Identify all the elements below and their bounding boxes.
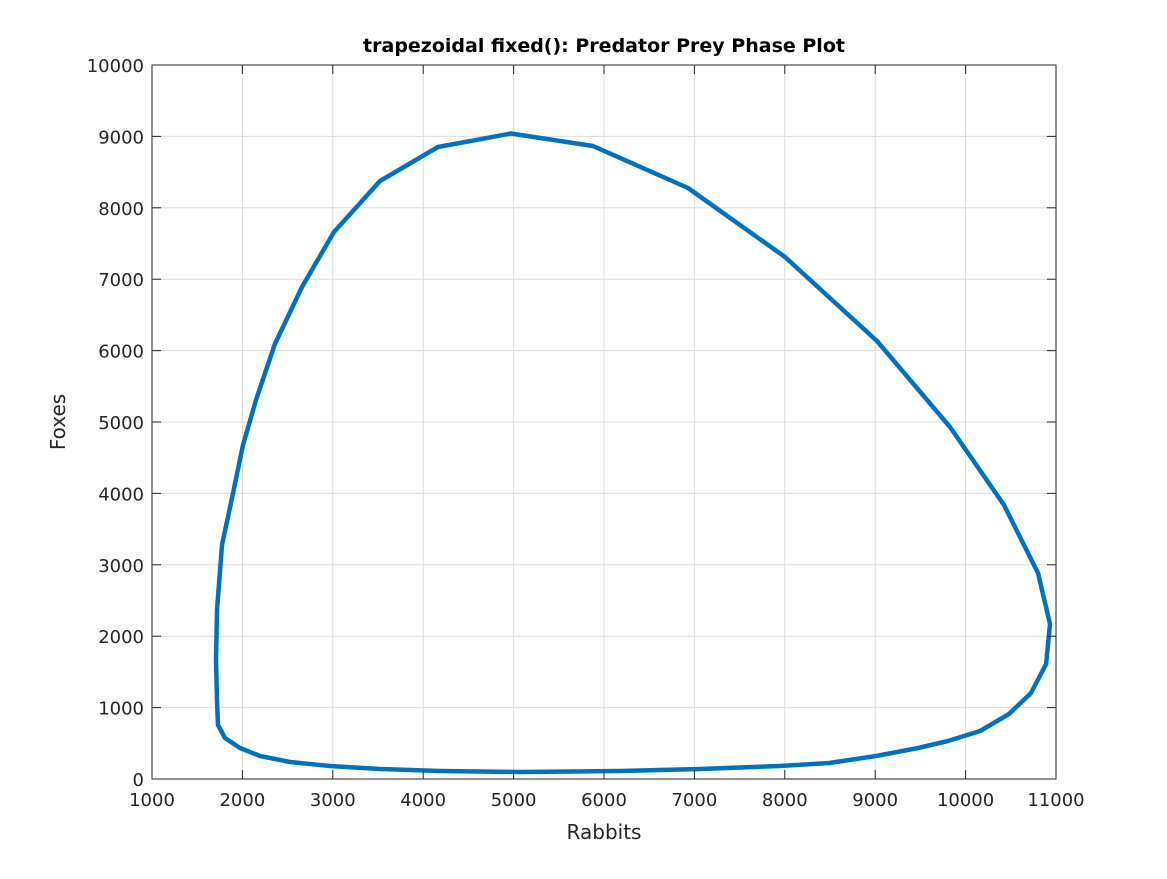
phase-trajectory-line xyxy=(213,131,1053,775)
x-tick-label: 2000 xyxy=(219,790,265,811)
y-tick-label: 3000 xyxy=(98,556,144,577)
y-tick-label: 9000 xyxy=(98,127,144,148)
y-tick-label: 10000 xyxy=(87,56,144,77)
y-tick-label: 6000 xyxy=(98,342,144,363)
x-tick-label: 3000 xyxy=(310,790,356,811)
y-tick-label: 1000 xyxy=(98,699,144,720)
chart-title: trapezoidal fixed(): Predator Prey Phase… xyxy=(363,35,845,57)
series-group xyxy=(213,131,1053,775)
x-tick-label: 6000 xyxy=(581,790,627,811)
y-tick-label: 4000 xyxy=(98,484,144,505)
y-tick-label: 0 xyxy=(133,770,144,791)
x-tick-label: 7000 xyxy=(671,790,717,811)
x-axis-label: Rabbits xyxy=(567,820,642,844)
y-tick-label: 5000 xyxy=(98,413,144,434)
x-tick-label: 4000 xyxy=(400,790,446,811)
x-tick-label: 10000 xyxy=(937,790,994,811)
x-tick-label: 8000 xyxy=(762,790,808,811)
x-tick-label: 1000 xyxy=(129,790,175,811)
y-tick-label: 7000 xyxy=(98,270,144,291)
x-tick-label: 5000 xyxy=(491,790,537,811)
x-tick-label: 11000 xyxy=(1027,790,1084,811)
y-axis-label: Foxes xyxy=(46,394,70,450)
ticks: 1000 2000 3000 4000 5000 6000 7000 8000 9000 1000… xyxy=(87,56,1085,811)
x-tick-label: 9000 xyxy=(852,790,898,811)
y-tick-label: 8000 xyxy=(98,199,144,220)
y-tick-label: 2000 xyxy=(98,627,144,648)
